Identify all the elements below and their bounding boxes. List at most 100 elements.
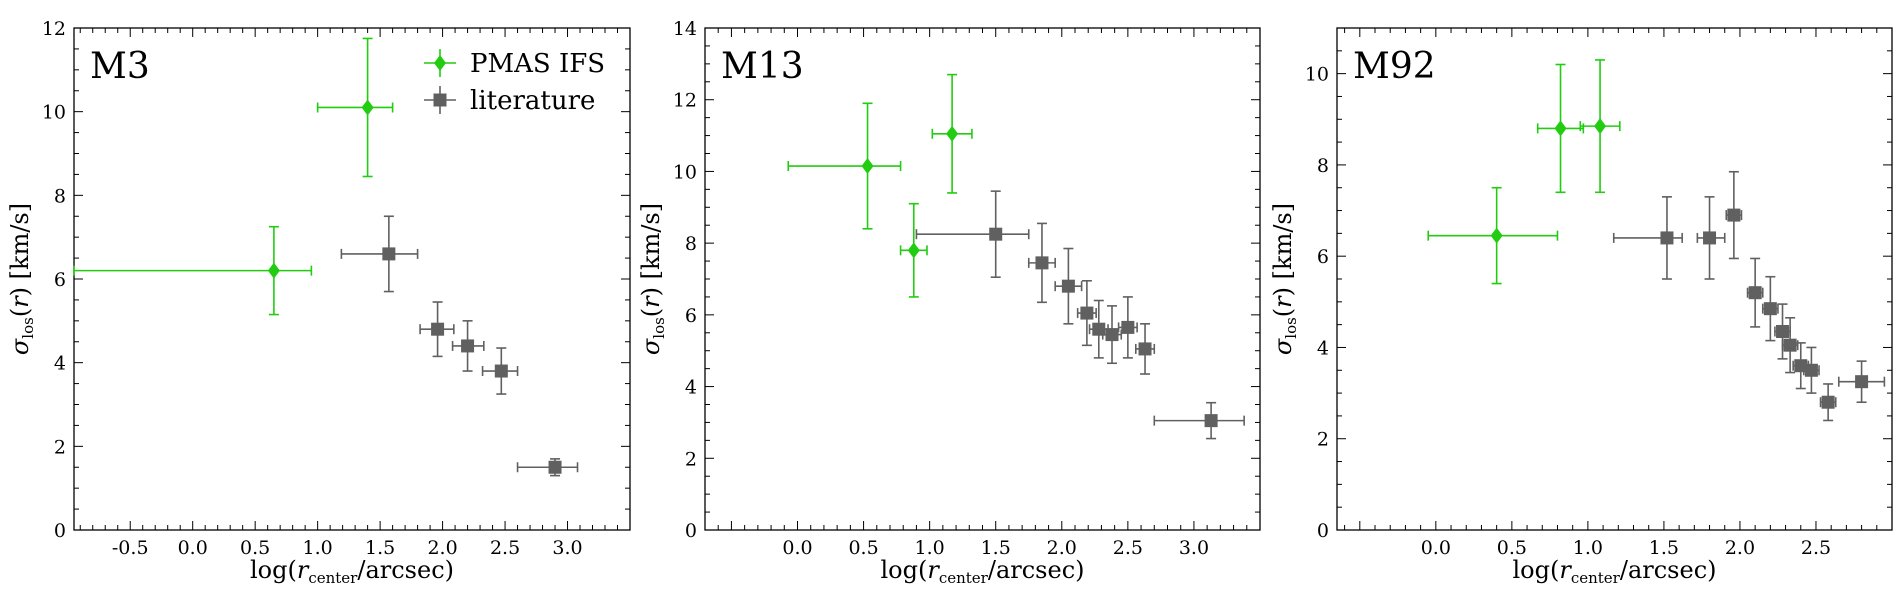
- pmas-data-point: [1427, 186, 1559, 285]
- literature-data-point: [1054, 247, 1083, 325]
- x-tick-label: 0.0: [782, 537, 812, 559]
- panel-m3: -0.5 0.0 0.5 1.0 1.5 2.0 2.5 3.0 0 2 4 6 8 10 12 log(rc…: [6, 18, 631, 587]
- y-tick-label: 4: [1317, 337, 1329, 359]
- y-tick-label: 6: [54, 269, 66, 291]
- y-tick-label: 0: [685, 520, 697, 542]
- literature-data-point: [1153, 401, 1245, 440]
- x-tick-label: 0.5: [848, 537, 878, 559]
- y-tick-label: 12: [42, 18, 66, 40]
- x-tick-label: 2.0: [427, 537, 457, 559]
- square-marker: [1804, 363, 1818, 377]
- square-marker: [1776, 324, 1790, 338]
- plot-frame: [704, 27, 1261, 531]
- legend-label-pmas: PMAS IFS: [470, 49, 605, 79]
- square-marker: [1080, 306, 1094, 320]
- legend-diamond-marker: [434, 55, 446, 71]
- diamond-marker: [361, 99, 374, 116]
- x-tick-label: 3.0: [552, 537, 582, 559]
- square-marker: [1821, 395, 1835, 409]
- square-marker: [382, 247, 396, 261]
- literature-data-point: [516, 458, 579, 477]
- y-tick-label: 0: [54, 520, 66, 542]
- pmas-data-point: [931, 73, 973, 194]
- y-tick-label: 10: [1305, 64, 1329, 86]
- x-tick-label: 3.0: [1179, 537, 1209, 559]
- pmas-data-point: [316, 37, 394, 178]
- literature-data-point: [915, 190, 1030, 279]
- y-tick-label: 2: [1317, 429, 1329, 451]
- pmas-data-point: [899, 202, 928, 298]
- literature-data-point: [1027, 222, 1056, 304]
- panel-title: M3: [90, 46, 150, 87]
- diamond-marker: [907, 242, 920, 259]
- y-tick-label: 12: [673, 90, 697, 112]
- literature-data-point: [1781, 316, 1799, 374]
- y-tick-label: 14: [673, 18, 697, 40]
- y-tick-label: 2: [685, 448, 697, 470]
- x-tick-label: 0.0: [1421, 537, 1451, 559]
- literature-data-point: [419, 301, 455, 358]
- y-tick-label: 4: [54, 353, 66, 375]
- legend: PMAS IFS literature: [424, 49, 605, 116]
- y-tick-label: 10: [673, 161, 697, 183]
- square-marker: [1035, 256, 1049, 270]
- x-tick-label: 2.5: [490, 537, 520, 559]
- x-tick-label: 0.0: [178, 537, 208, 559]
- y-tick-label: 4: [685, 377, 697, 399]
- square-marker: [1703, 231, 1717, 245]
- literature-data-point: [1076, 279, 1097, 347]
- y-tick-label: 8: [54, 185, 66, 207]
- literature-data-point: [1696, 196, 1726, 280]
- literature-data-point: [1837, 360, 1886, 404]
- panel-title: M13: [721, 46, 804, 87]
- literature-data-point: [1134, 323, 1156, 375]
- y-tick-label: 8: [1317, 155, 1329, 177]
- diamond-marker: [861, 158, 874, 175]
- pmas-data-point: [1536, 63, 1585, 194]
- square-marker: [1748, 286, 1762, 300]
- square-marker: [1105, 328, 1119, 342]
- pmas-data-point: [73, 225, 313, 316]
- literature-data-point: [451, 320, 485, 372]
- x-axis-label: log(rcenter/arcsec): [250, 556, 454, 587]
- y-axis-label: σlos(r) [km/s]: [1269, 203, 1300, 355]
- x-tick-label: 2.5: [1113, 537, 1143, 559]
- x-tick-label: 1.0: [1573, 537, 1603, 559]
- square-marker: [1204, 414, 1218, 428]
- literature-data-point: [1746, 257, 1764, 328]
- diamond-marker: [946, 125, 959, 142]
- x-tick-label: 2.0: [1725, 537, 1755, 559]
- literature-data-point: [1792, 342, 1810, 390]
- panel-m92: 0.0 0.5 1.0 1.5 2.0 2.5 0 2 4 6 8 10 log(rcenter/arc…: [1269, 27, 1893, 587]
- y-tick-label: 8: [685, 233, 697, 255]
- panel-m13: 0.0 0.5 1.0 1.5 2.0 2.5 3.0 0 2 4 6 8 10 12 14 log(rcen…: [637, 18, 1261, 587]
- square-marker: [1121, 320, 1135, 334]
- x-axis-label: log(rcenter/arcsec): [881, 556, 1085, 587]
- x-tick-label: 1.5: [1649, 537, 1679, 559]
- literature-data-point: [1101, 305, 1123, 365]
- literature-data-point: [1725, 170, 1743, 260]
- square-marker: [548, 460, 562, 474]
- legend-square-marker: [433, 93, 447, 107]
- legend-label-literature: literature: [470, 86, 595, 116]
- square-marker: [1763, 302, 1777, 316]
- literature-data-point: [1612, 196, 1683, 280]
- square-marker: [989, 227, 1003, 241]
- x-tick-label: 2.5: [1801, 537, 1831, 559]
- y-tick-label: 10: [42, 102, 66, 124]
- square-marker: [494, 364, 508, 378]
- x-tick-label: 0.5: [1497, 537, 1527, 559]
- literature-data-point: [340, 215, 419, 293]
- diamond-marker: [267, 262, 280, 279]
- literature-data-point: [1761, 275, 1779, 342]
- x-tick-label: 1.5: [365, 537, 395, 559]
- diamond-marker: [1490, 227, 1503, 244]
- square-marker: [461, 339, 475, 353]
- pmas-data-point: [1579, 59, 1621, 194]
- x-tick-label: -0.5: [112, 537, 149, 559]
- square-marker: [1660, 231, 1674, 245]
- y-tick-label: 2: [54, 436, 66, 458]
- square-marker: [1783, 338, 1797, 352]
- square-marker: [1138, 342, 1152, 356]
